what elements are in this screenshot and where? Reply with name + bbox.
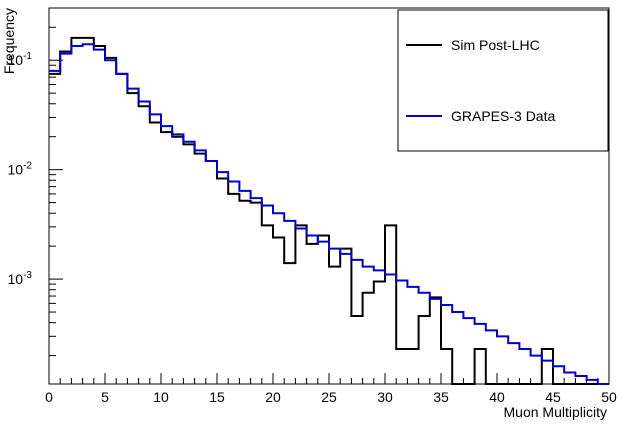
x-tick-label: 20 bbox=[265, 389, 281, 405]
x-axis-title: Muon Multiplicity bbox=[504, 404, 607, 420]
legend-label-grapes: GRAPES-3 Data bbox=[451, 108, 555, 124]
y-tick-label: 10-3 bbox=[8, 270, 33, 287]
legend-label-sim: Sim Post-LHC bbox=[451, 37, 540, 53]
series-line-1 bbox=[49, 43, 609, 385]
x-tick-label: 10 bbox=[153, 389, 169, 405]
x-tick-label: 35 bbox=[433, 389, 449, 405]
series-layer bbox=[49, 36, 609, 385]
legend-box bbox=[397, 9, 609, 152]
y-axis-title: Frequency bbox=[1, 8, 17, 74]
y-axis: 10-1 10-2 10-3 bbox=[8, 26, 63, 357]
x-axis: 0 5 10 15 20 25 30 35 40 45 50 bbox=[45, 373, 617, 405]
x-tick-label: 15 bbox=[209, 389, 225, 405]
x-tick-label: 5 bbox=[101, 389, 109, 405]
x-tick-label: 25 bbox=[321, 389, 337, 405]
y-tick-label: 10-1 bbox=[8, 51, 33, 68]
x-tick-label: 30 bbox=[377, 389, 393, 405]
x-tick-label: 45 bbox=[545, 389, 561, 405]
x-tick-label: 40 bbox=[489, 389, 505, 405]
x-tick-label: 50 bbox=[601, 389, 617, 405]
x-tick-label: 0 bbox=[45, 389, 53, 405]
y-tick-label: 10-2 bbox=[8, 161, 33, 178]
legend: Sim Post-LHC GRAPES-3 Data bbox=[397, 9, 609, 152]
